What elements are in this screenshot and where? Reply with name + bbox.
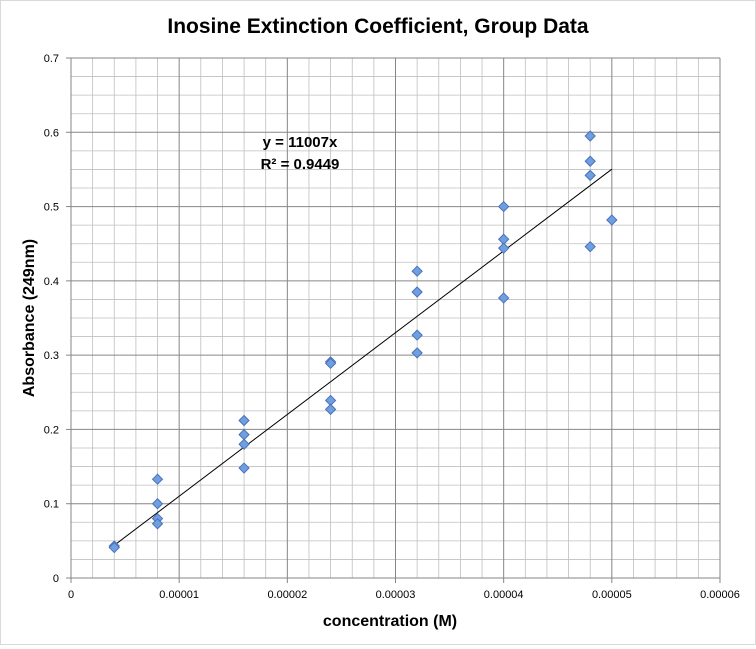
y-axis-title: Absorbance (249nm) — [21, 239, 38, 397]
data-point — [497, 292, 510, 304]
chart-title: Inosine Extinction Coefficient, Group Da… — [167, 15, 589, 38]
x-tick-label: 0.00006 — [700, 589, 740, 601]
data-point — [411, 347, 423, 359]
x-axis-title: concentration (M) — [323, 613, 457, 630]
data-point — [411, 329, 423, 341]
data-point — [497, 200, 510, 213]
grid — [66, 57, 721, 583]
data-point — [584, 169, 596, 182]
x-tick-label: 0.00004 — [484, 589, 524, 601]
trendline-r-squared: R² = 0.9449 — [261, 156, 340, 173]
data-point — [238, 462, 250, 474]
y-tick-label: 0.5 — [44, 202, 59, 214]
trendline — [113, 168, 613, 546]
y-tick-label: 0.7 — [44, 53, 59, 65]
data-point — [584, 240, 596, 253]
data-point — [584, 130, 596, 142]
data-point — [606, 214, 618, 226]
y-tick-label: 0.2 — [44, 424, 59, 436]
data-point — [238, 428, 250, 441]
data-point — [411, 286, 423, 298]
data-point — [151, 518, 164, 530]
data-point — [151, 498, 164, 510]
x-tick-label: 0.00002 — [267, 589, 307, 601]
data-point — [584, 155, 596, 167]
y-tick-label: 0.4 — [44, 276, 59, 288]
data-point — [108, 541, 120, 554]
x-tick-label: 0 — [68, 589, 74, 601]
y-tick-label: 0.6 — [44, 127, 59, 139]
y-tick-label: 0 — [53, 573, 59, 585]
data-point — [324, 403, 337, 416]
x-tick-label: 0.00001 — [159, 589, 199, 601]
trendline-layer — [113, 168, 613, 546]
y-tick-label: 0.1 — [44, 499, 59, 511]
data-point — [151, 473, 164, 485]
data-points — [108, 130, 618, 554]
data-point — [324, 357, 337, 370]
x-tick-label: 0.00003 — [376, 589, 416, 601]
tick-labels: 0 0.00001 0.00002 0.00003 0.00004 0.00005 0.00… — [44, 53, 740, 601]
data-point — [411, 265, 423, 277]
trendline-equation: y = 11007x — [263, 134, 338, 151]
x-tick-label: 0.00005 — [592, 589, 632, 601]
data-point — [238, 414, 250, 427]
data-point — [238, 438, 250, 450]
y-tick-label: 0.3 — [44, 350, 59, 362]
data-point — [497, 242, 510, 254]
